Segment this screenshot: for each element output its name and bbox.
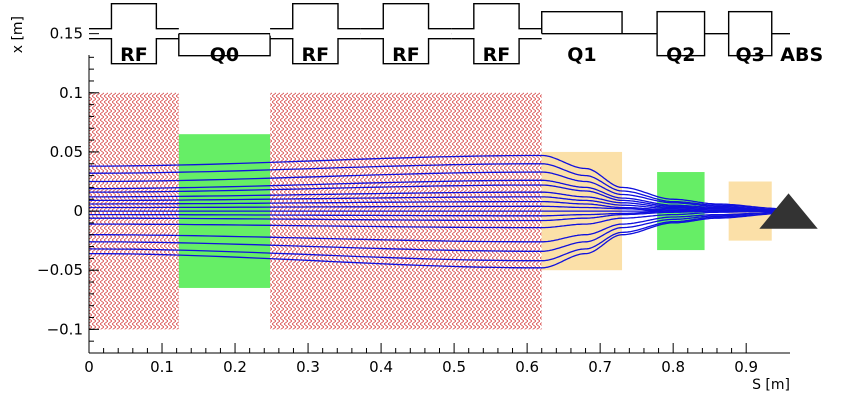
rf-cavity-symbol-bottom-3 bbox=[360, 37, 452, 65]
rf-cavity-symbol-top-3 bbox=[360, 2, 452, 30]
rf-cavity-symbol-bottom-4 bbox=[451, 37, 542, 65]
x-tick-label: 0.6 bbox=[515, 358, 539, 376]
y-tick-label: 0 bbox=[73, 202, 83, 220]
trajectory-line-13 bbox=[89, 211, 783, 243]
y-tick-label: 0.15 bbox=[50, 25, 83, 43]
lattice-schematic bbox=[89, 2, 790, 65]
y-tick-label: 0.1 bbox=[59, 84, 83, 102]
rf-cavity-gap-3 bbox=[360, 31, 452, 36]
element-label-q1-5: Q1 bbox=[567, 44, 596, 66]
trajectory-line-14 bbox=[88, 211, 783, 252]
x-tick-label: 0.9 bbox=[734, 358, 758, 376]
trajectories bbox=[88, 154, 783, 269]
element-label-rf-3: RF bbox=[392, 44, 420, 66]
trajectory-line-11 bbox=[89, 210, 783, 222]
x-tick-label: 0.3 bbox=[296, 358, 320, 376]
trajectory-line-12 bbox=[89, 210, 783, 229]
trajectory-line-16 bbox=[88, 212, 783, 269]
x-tick-label: 0.5 bbox=[442, 358, 466, 376]
x-tick-label: 0.8 bbox=[661, 358, 685, 376]
x-tick-label: 0.7 bbox=[588, 358, 612, 376]
trajectory-line-3 bbox=[89, 179, 783, 211]
absorber-triangle bbox=[759, 193, 818, 229]
quad-symbol-q3 bbox=[727, 10, 773, 57]
quad-symbol-q0 bbox=[178, 33, 271, 57]
rf-cavity-gap-2 bbox=[270, 31, 361, 36]
element-label-q0-1: Q0 bbox=[210, 44, 239, 66]
rf-cavity-gap-4 bbox=[451, 31, 542, 36]
quad-symbol-q1 bbox=[541, 10, 623, 34]
quad-symbol-q2 bbox=[656, 10, 706, 57]
absorber-group bbox=[759, 193, 818, 229]
y-tick-label: −0.1 bbox=[47, 320, 83, 338]
x-ticks: 0 0.1 0.2 0.3 0.4 0.5 0.6 0.7 0.8 0.9 bbox=[84, 343, 758, 376]
element-labels: RF Q0 RF RF RF Q1 Q2 Q3 ABS bbox=[120, 44, 823, 66]
y-tick-label: −0.05 bbox=[37, 261, 83, 279]
element-label-q2-6: Q2 bbox=[666, 44, 695, 66]
element-label-rf-0: RF bbox=[120, 44, 148, 66]
element-label-rf-2: RF bbox=[302, 44, 330, 66]
trajectory-line-5 bbox=[89, 191, 783, 212]
y-ticks: 0.15 0.1 0.05 0 −0.05 −0.1 bbox=[37, 25, 99, 342]
y-tick-label: 0.05 bbox=[50, 143, 83, 161]
rf-cavity-symbol-bottom-0 bbox=[89, 37, 179, 65]
rf-cavity-symbol-top-2 bbox=[270, 2, 361, 30]
x-tick-label: 0.1 bbox=[150, 358, 174, 376]
y-axis-title: x [m] bbox=[10, 16, 26, 53]
axes: 0 0.1 0.2 0.3 0.4 0.5 0.6 0.7 0.8 0.9 0.15 0.1 0.05… bbox=[10, 16, 790, 393]
rf-cavity-symbol-top-0 bbox=[89, 2, 179, 30]
rf-cavity-symbol-top-4 bbox=[451, 2, 542, 30]
x-tick-label: 0.2 bbox=[223, 358, 247, 376]
x-tick-label: 0 bbox=[84, 358, 94, 376]
trajectory-line-1 bbox=[89, 163, 783, 210]
x-axis-title: S [m] bbox=[752, 377, 790, 393]
trajectory-line-0 bbox=[89, 154, 783, 210]
trajectory-line-2 bbox=[89, 171, 783, 211]
element-label-rf-4: RF bbox=[483, 44, 511, 66]
rf-cavity-gap-0 bbox=[89, 31, 179, 36]
x-tick-label: 0.4 bbox=[369, 358, 393, 376]
rf-cavity-symbol-bottom-2 bbox=[270, 37, 361, 65]
trajectory-line-15 bbox=[88, 212, 783, 262]
trajectory-line-6 bbox=[89, 196, 783, 212]
element-label-q3-7: Q3 bbox=[736, 44, 765, 66]
element-label-abs-8: ABS bbox=[780, 44, 823, 66]
